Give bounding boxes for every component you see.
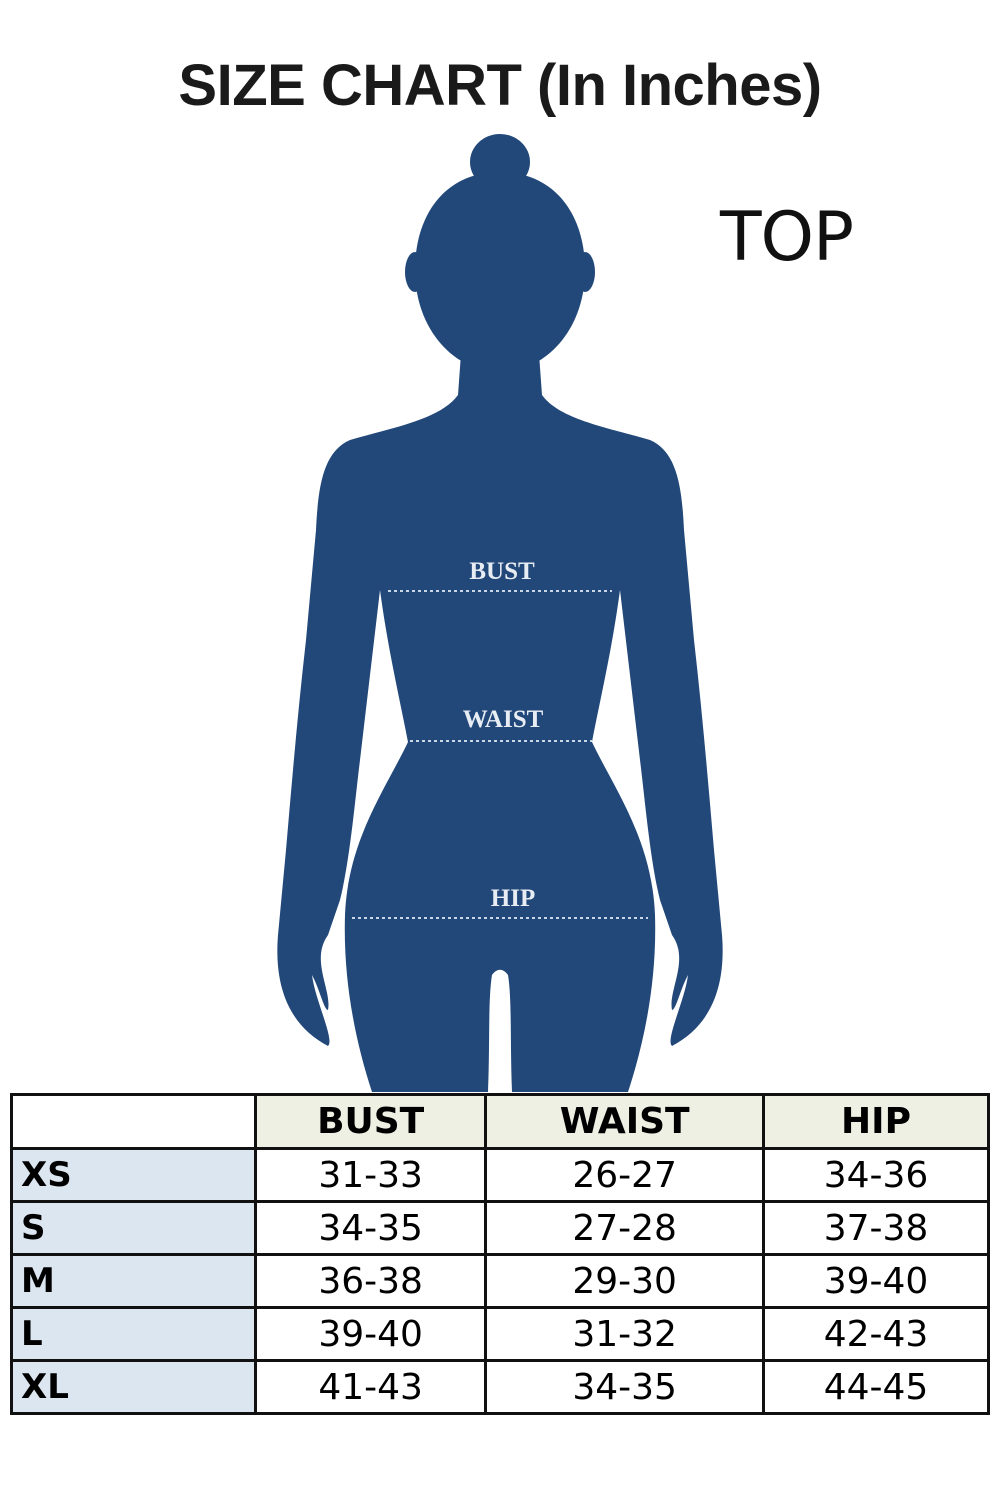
measurement-bust: BUST (388, 558, 612, 592)
hip-cell: 39-40 (762, 1253, 990, 1309)
header-waist: WAIST (484, 1093, 766, 1150)
table-header-row: BUST WAIST HIP (10, 1093, 990, 1150)
measurement-waist: WAIST (410, 706, 592, 742)
hip-label: HIP (491, 885, 535, 912)
bust-label: BUST (469, 558, 535, 585)
body-silhouette: BUST WAIST HIP (277, 134, 723, 1092)
table-row: XL 41-43 34-35 44-45 (10, 1359, 990, 1415)
table-row: S 34-35 27-28 37-38 (10, 1200, 990, 1256)
garment-type-label: TOP (720, 198, 854, 277)
hip-cell: 34-36 (762, 1147, 990, 1203)
hip-cell: 37-38 (762, 1200, 990, 1256)
measurement-hip: HIP (352, 885, 648, 919)
size-cell: M (10, 1253, 257, 1309)
bust-cell: 39-40 (253, 1306, 488, 1362)
waist-cell: 26-27 (484, 1147, 766, 1203)
size-cell: L (10, 1306, 257, 1362)
header-hip: HIP (762, 1093, 990, 1150)
waist-label: WAIST (463, 706, 544, 733)
page-title: SIZE CHART (In Inches) (178, 53, 822, 118)
header-blank (10, 1093, 257, 1150)
hip-cell: 44-45 (762, 1359, 990, 1415)
table-row: L 39-40 31-32 42-43 (10, 1306, 990, 1362)
bust-cell: 36-38 (253, 1253, 488, 1309)
waist-cell: 27-28 (484, 1200, 766, 1256)
waist-cell: 31-32 (484, 1306, 766, 1362)
table-row: XS 31-33 26-27 34-36 (10, 1147, 990, 1203)
size-cell: XL (10, 1359, 257, 1415)
silhouette-shape (277, 134, 723, 1092)
header-bust: BUST (253, 1093, 488, 1150)
bust-cell: 31-33 (253, 1147, 488, 1203)
size-table: BUST WAIST HIP XS 31-33 26-27 34-36 S 34… (10, 1093, 990, 1415)
waist-cell: 29-30 (484, 1253, 766, 1309)
waist-cell: 34-35 (484, 1359, 766, 1415)
hip-cell: 42-43 (762, 1306, 990, 1362)
table-row: M 36-38 29-30 39-40 (10, 1253, 990, 1309)
bust-cell: 41-43 (253, 1359, 488, 1415)
size-cell: XS (10, 1147, 257, 1203)
bust-cell: 34-35 (253, 1200, 488, 1256)
size-cell: S (10, 1200, 257, 1256)
